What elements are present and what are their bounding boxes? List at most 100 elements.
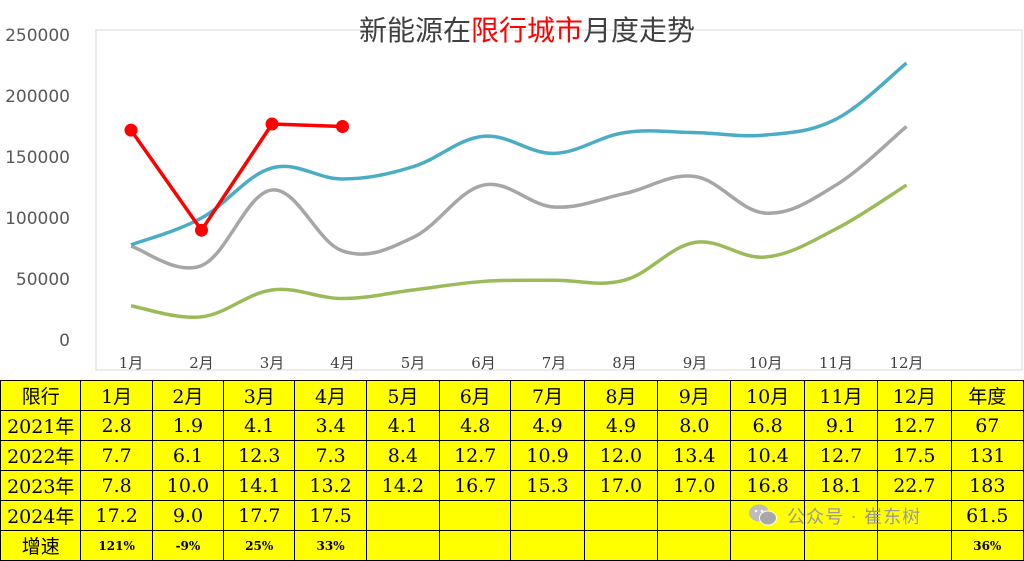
table-cell: 183 xyxy=(950,470,1024,501)
table-cell: 9.1 xyxy=(803,410,879,441)
chart-svg: 新能源在限行城市月度走势 0 50000 100000 150000 200000 250… xyxy=(5,14,1023,372)
table-cell xyxy=(877,500,952,531)
table-cell: 12.7 xyxy=(877,410,952,441)
table-cell xyxy=(439,530,512,561)
series-line-s2023 xyxy=(130,61,908,247)
table-cell xyxy=(583,530,659,561)
table-header-cell: 年度 xyxy=(950,380,1024,411)
y-tick-label: 50000 xyxy=(16,270,70,290)
watermark-text: 公众号 · 崔东树 xyxy=(787,507,922,528)
table-cell: 18.1 xyxy=(803,470,879,501)
table-cell: 67 xyxy=(950,410,1024,441)
table-cell: 33% xyxy=(294,530,367,561)
x-tick-label: 3月 xyxy=(260,354,285,372)
chart: 新能源在限行城市月度走势 0 50000 100000 150000 200000 250… xyxy=(5,14,1023,372)
table-cell: 131 xyxy=(950,440,1024,471)
table-cell: 1.9 xyxy=(151,410,225,441)
table-row: 2022年 7.7 6.1 12.3 7.3 8.4 12.7 10.9 12.0 13.4 10.… xyxy=(0,440,1024,471)
y-tick-label: 200000 xyxy=(5,87,70,107)
table-cell: 6.8 xyxy=(730,410,805,441)
data-table-grid: 限行 1月 2月 3月 4月 5月 6月 7月 8月 9月 10月 11月 12月 年度 2021年 2.8 1… xyxy=(0,380,1024,561)
table-cell: 4.9 xyxy=(583,410,659,441)
table-row: 2024年 17.2 9.0 17.7 17.5 61.5 xyxy=(0,500,1024,531)
x-tick-label: 2月 xyxy=(189,354,214,372)
table-cell: 12.7 xyxy=(803,440,879,471)
table-header-cell: 11月 xyxy=(803,380,879,411)
table-cell: 36% xyxy=(950,530,1024,561)
table-cell: 22.7 xyxy=(877,470,952,501)
table-header-cell: 9月 xyxy=(657,380,732,411)
x-tick-label: 9月 xyxy=(683,354,708,372)
table-row: 2023年 7.8 10.0 14.1 13.2 14.2 16.7 15.3 17.0 17.0… xyxy=(0,470,1024,501)
table-cell xyxy=(877,530,952,561)
series-line-s2022 xyxy=(130,125,908,270)
table-cell: 17.0 xyxy=(657,470,732,501)
y-tick-label: 100000 xyxy=(5,209,70,229)
table-cell: 12.7 xyxy=(439,440,512,471)
table-cell: 17.7 xyxy=(223,500,296,531)
table-header-cell: 2月 xyxy=(151,380,225,411)
table-row-label: 增速 xyxy=(0,530,82,561)
table-cell: 6.1 xyxy=(151,440,225,471)
table-cell: 17.5 xyxy=(877,440,952,471)
table-header-cell: 3月 xyxy=(223,380,296,411)
x-tick-label: 6月 xyxy=(471,354,496,372)
table-cell: 61.5 xyxy=(950,500,1024,531)
table-cell: 9.0 xyxy=(151,500,225,531)
table-cell xyxy=(657,530,732,561)
table-cell: 8.4 xyxy=(365,440,441,471)
table-header-cell: 12月 xyxy=(877,380,952,411)
table-cell: 12.0 xyxy=(583,440,659,471)
table-cell xyxy=(439,500,512,531)
table-cell xyxy=(803,500,879,531)
table-cell: 4.1 xyxy=(223,410,296,441)
table-row-label: 2023年 xyxy=(0,470,82,501)
table-row-label: 2024年 xyxy=(0,500,82,531)
data-table: 限行 1月 2月 3月 4月 5月 6月 7月 8月 9月 10月 11月 12月 年度 2021年 2.8 1… xyxy=(0,380,1024,561)
series-line-s2021 xyxy=(130,183,908,320)
x-tick-label: 10月 xyxy=(748,354,782,372)
wechat-icon xyxy=(749,504,777,526)
table-cell: 10.4 xyxy=(730,440,805,471)
table-cell xyxy=(510,500,585,531)
table-row-label: 2022年 xyxy=(0,440,82,471)
table-cell xyxy=(583,500,659,531)
table-cell: 25% xyxy=(223,530,296,561)
table-cell: 4.8 xyxy=(439,410,512,441)
table-cell: 17.2 xyxy=(80,500,153,531)
y-tick-label: 150000 xyxy=(5,148,70,168)
x-tick-label: 1月 xyxy=(119,354,144,372)
table-cell: 12.3 xyxy=(223,440,296,471)
table-cell xyxy=(365,500,441,531)
table-header-cell: 1月 xyxy=(80,380,153,411)
series-point-s2024 xyxy=(195,223,208,237)
table-cell: 4.1 xyxy=(365,410,441,441)
table-header-cell: 7月 xyxy=(510,380,585,411)
x-tick-label: 4月 xyxy=(330,354,355,372)
plot-area xyxy=(95,29,1023,371)
table-cell xyxy=(657,500,732,531)
table-cell: 10.0 xyxy=(151,470,225,501)
table-header-row: 限行 1月 2月 3月 4月 5月 6月 7月 8月 9月 10月 11月 12月 年度 xyxy=(0,380,1024,411)
table-cell: -9% xyxy=(151,530,225,561)
table-cell: 121% xyxy=(80,530,153,561)
table-cell: 17.5 xyxy=(294,500,367,531)
table-cell: 15.3 xyxy=(510,470,585,501)
table-cell: 16.8 xyxy=(730,470,805,501)
y-tick-label: 0 xyxy=(59,331,70,351)
table-cell xyxy=(510,530,585,561)
table-cell: 4.9 xyxy=(510,410,585,441)
table-header-cell: 10月 xyxy=(730,380,805,411)
table-cell xyxy=(730,530,805,561)
table-cell: 16.7 xyxy=(439,470,512,501)
table-cell xyxy=(803,530,879,561)
series-point-s2024 xyxy=(265,117,279,131)
x-tick-label: 12月 xyxy=(889,354,923,372)
x-tick-label: 8月 xyxy=(612,354,637,372)
table-cell: 14.1 xyxy=(223,470,296,501)
x-tick-label: 11月 xyxy=(819,354,853,372)
table-corner-cell: 限行 xyxy=(0,380,82,411)
table-cell: 13.4 xyxy=(657,440,732,471)
table-header-cell: 8月 xyxy=(583,380,659,411)
table-header-cell: 4月 xyxy=(294,380,367,411)
